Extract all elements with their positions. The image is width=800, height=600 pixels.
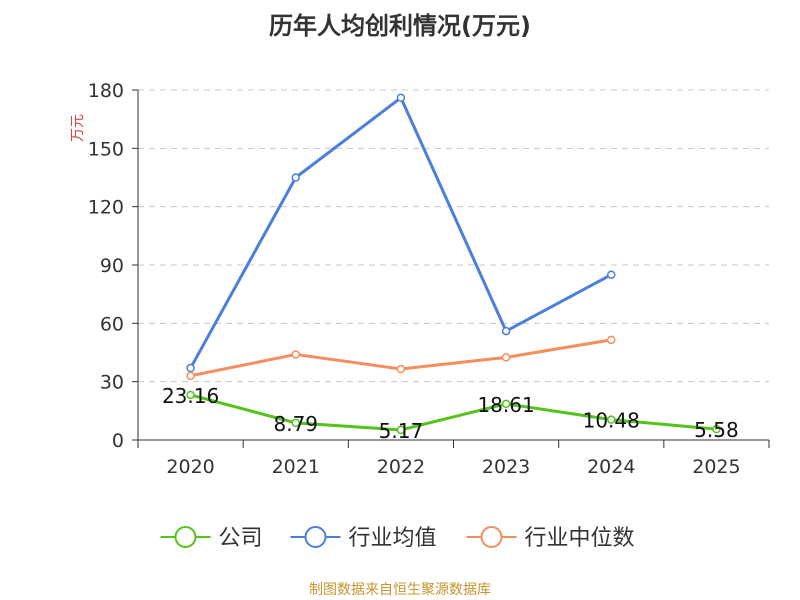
data-point bbox=[186, 371, 195, 381]
legend: 公司 行业均值 行业中位数 bbox=[160, 526, 635, 551]
legend-label: 行业均值 bbox=[349, 526, 437, 551]
y-axis-label: 万元 bbox=[70, 114, 86, 142]
data-point bbox=[501, 353, 511, 362]
y-tick-label: 150 bbox=[88, 138, 124, 160]
data-label: 5.17 bbox=[379, 419, 424, 443]
y-tick-label: 120 bbox=[88, 197, 124, 219]
data-point bbox=[291, 173, 300, 182]
data-point bbox=[607, 270, 616, 279]
y-tick-label: 60 bbox=[100, 313, 124, 335]
x-tick-label: 2025 bbox=[692, 456, 740, 478]
data-point bbox=[396, 425, 406, 435]
legend-marker bbox=[480, 526, 503, 548]
data-point bbox=[186, 390, 195, 400]
source-note: 制图数据来自恒生聚源数据库 bbox=[309, 582, 491, 598]
grid-lines bbox=[138, 89, 769, 383]
data-point bbox=[607, 335, 616, 345]
data-point bbox=[712, 424, 721, 434]
data-point bbox=[501, 326, 511, 336]
y-tick-label: 30 bbox=[100, 372, 124, 394]
x-tick-label: 2021 bbox=[272, 456, 320, 478]
data-point bbox=[291, 350, 300, 359]
data-label: 8.79 bbox=[273, 412, 318, 436]
chart-title: 历年人均创利情况(万元) bbox=[269, 12, 531, 40]
y-tick-label: 180 bbox=[88, 80, 124, 102]
data-point bbox=[396, 364, 406, 374]
x-tick-label: 2024 bbox=[587, 456, 635, 478]
data-point bbox=[501, 399, 511, 409]
legend-label: 行业中位数 bbox=[525, 526, 635, 551]
data-label: 18.61 bbox=[477, 393, 534, 417]
data-point bbox=[396, 93, 406, 103]
x-tick-label: 2023 bbox=[482, 456, 530, 478]
series-line bbox=[189, 96, 612, 369]
x-tick-label: 2020 bbox=[166, 456, 214, 478]
y-tick-label: 90 bbox=[100, 255, 124, 277]
data-label: 5.58 bbox=[694, 418, 739, 442]
series-line bbox=[190, 393, 717, 432]
data-point bbox=[291, 418, 300, 428]
data-point bbox=[186, 363, 195, 373]
x-tick-label: 2022 bbox=[377, 456, 425, 478]
axes: 0 30 60 90 120 150 180 2020 2021 2022 2023 2024 2025 bbox=[88, 80, 770, 478]
data-label: 23.16 bbox=[162, 384, 219, 408]
legend-marker bbox=[304, 526, 327, 548]
y-tick-label: 0 bbox=[112, 430, 124, 452]
data-label: 10.48 bbox=[583, 409, 640, 433]
data-labels: 23.16 8.79 5.17 18.61 10.48 5.58 bbox=[162, 384, 739, 443]
legend-marker bbox=[174, 526, 197, 548]
data-point bbox=[607, 415, 616, 424]
legend-label: 公司 bbox=[219, 526, 263, 551]
series-lines bbox=[186, 93, 721, 435]
